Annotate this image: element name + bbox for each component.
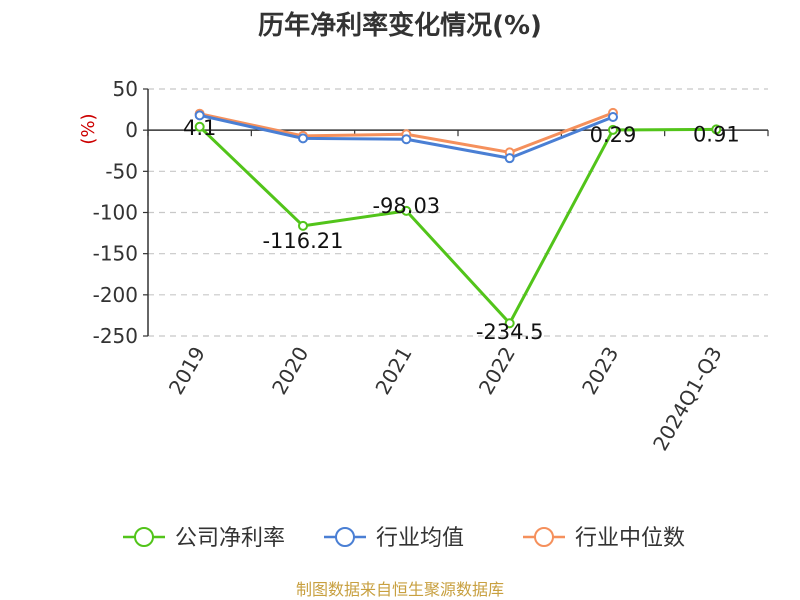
legend-item-label: 公司净利率 (175, 526, 285, 551)
data-point (401, 134, 412, 145)
data-point (401, 205, 412, 216)
legend-item-label: 行业均值 (376, 526, 464, 551)
chart-title: 历年净利率变化情况(%) (258, 10, 542, 41)
source-note: 制图数据来自恒生聚源数据库 (296, 580, 504, 599)
y-tick-label: -150 (93, 242, 138, 266)
y-tick-label: -50 (105, 159, 138, 183)
x-tick-label: 2024Q1-Q3 (648, 343, 727, 455)
y-tick-label: 50 (113, 77, 138, 101)
x-tick-label: 2023 (577, 343, 623, 399)
data-point (608, 124, 618, 135)
data-labels: 4.1 -116.21 -98.03 -234.5 0.29 0.91 (183, 116, 740, 344)
data-label: 0.91 (693, 122, 740, 146)
data-point (298, 220, 308, 231)
data-point (608, 111, 618, 122)
series-group (194, 107, 722, 329)
x-tick-label: 2019 (164, 343, 210, 399)
data-point (504, 153, 515, 164)
y-tick-label: -100 (93, 201, 138, 225)
x-tick-label: 2021 (370, 343, 416, 399)
gridlines (148, 88, 768, 337)
data-point (711, 124, 722, 135)
legend: 公司净利率 行业均值 行业中位数 (123, 526, 685, 551)
legend-swatch-marker (534, 527, 554, 547)
x-tick-labels: 2019 2020 2021 2022 2023 2024Q1-Q3 (164, 343, 727, 455)
data-point (504, 318, 515, 329)
legend-swatch-marker (335, 527, 355, 547)
x-tick-label: 2022 (474, 343, 520, 399)
legend-item-label: 行业中位数 (575, 526, 685, 551)
y-tick-label: -250 (93, 324, 138, 348)
series-line (198, 125, 717, 325)
x-tick-label: 2020 (267, 343, 313, 399)
data-label: -234.5 (476, 320, 544, 344)
legend-swatch-marker (134, 527, 154, 547)
data-point (194, 110, 205, 121)
data-label: -98.03 (372, 194, 440, 218)
y-tick-label: 0 (125, 118, 138, 142)
y-tick-labels: 50 0 -50 -100 -150 -200 -250 (93, 77, 138, 348)
y-tick-label: -200 (93, 283, 138, 307)
data-label: 0.29 (590, 123, 637, 147)
data-point (194, 121, 205, 132)
data-label: 4.1 (183, 116, 216, 140)
y-axis-label: (%) (78, 113, 99, 144)
data-point (298, 133, 308, 144)
data-label: -116.21 (262, 229, 343, 253)
